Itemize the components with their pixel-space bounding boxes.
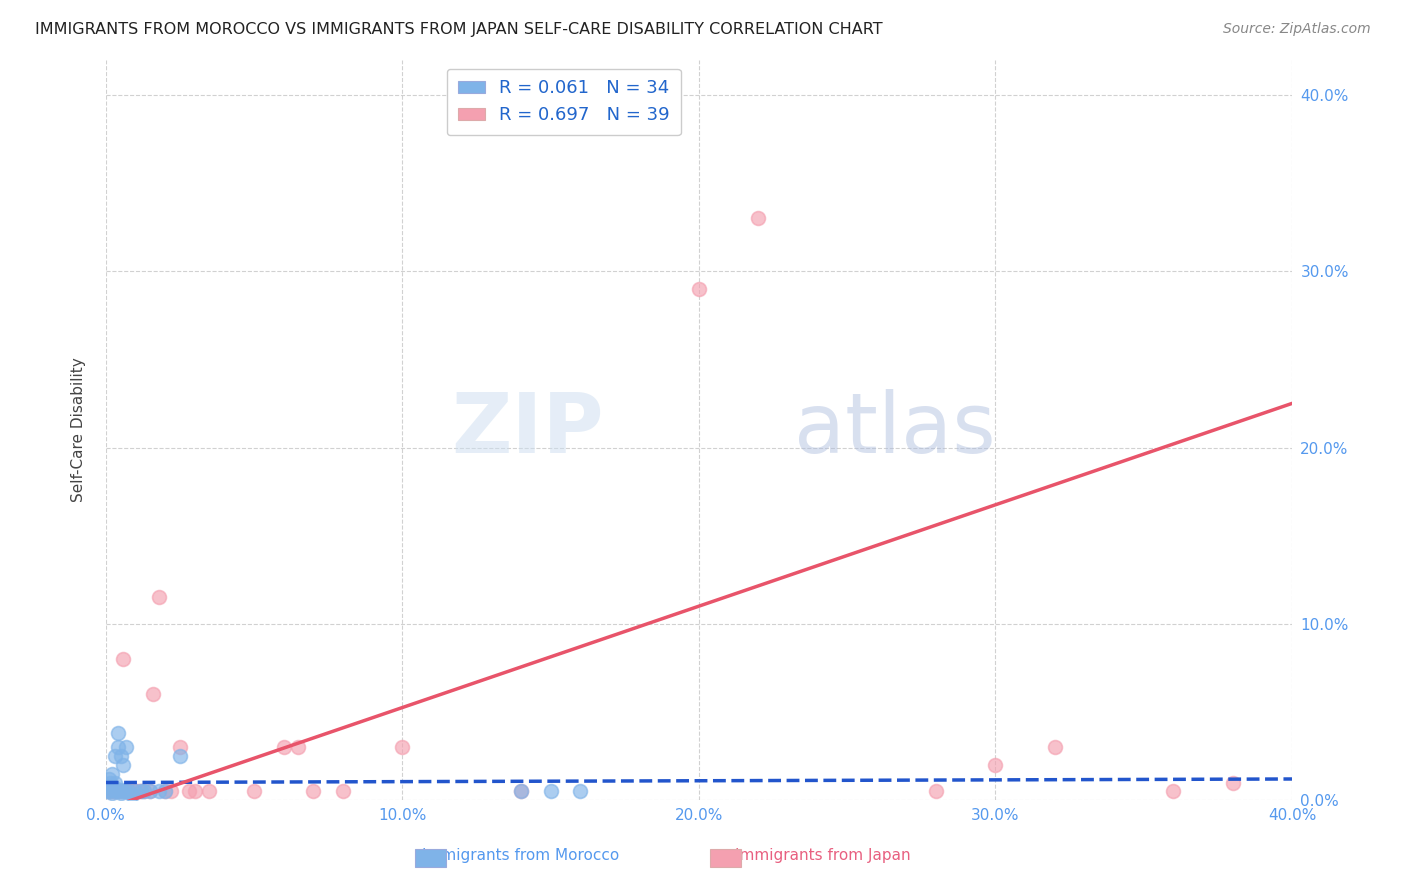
Point bbox=[183, 784, 205, 798]
Point bbox=[984, 757, 1007, 772]
Point bbox=[110, 782, 132, 797]
Point bbox=[129, 784, 152, 798]
Point bbox=[110, 749, 132, 764]
Text: atlas: atlas bbox=[794, 390, 995, 470]
Point bbox=[115, 784, 138, 798]
Point bbox=[925, 784, 948, 798]
Point bbox=[134, 784, 156, 798]
Point bbox=[391, 740, 413, 755]
Point bbox=[302, 784, 325, 798]
Point bbox=[198, 784, 221, 798]
Point bbox=[169, 740, 191, 755]
Point bbox=[121, 784, 143, 798]
Point bbox=[97, 779, 120, 793]
Point bbox=[127, 784, 149, 798]
Point bbox=[107, 784, 129, 798]
Point bbox=[153, 784, 176, 798]
Legend: R = 0.061   N = 34, R = 0.697   N = 39: R = 0.061 N = 34, R = 0.697 N = 39 bbox=[447, 69, 681, 136]
Point bbox=[177, 784, 200, 798]
Point bbox=[243, 784, 266, 798]
Point bbox=[103, 749, 125, 764]
Point bbox=[118, 784, 141, 798]
Point bbox=[124, 784, 146, 798]
Point bbox=[103, 784, 125, 798]
Point bbox=[112, 757, 135, 772]
Point bbox=[96, 784, 118, 798]
Point bbox=[160, 784, 183, 798]
Point bbox=[115, 784, 138, 798]
Point bbox=[100, 766, 122, 780]
Point bbox=[1163, 784, 1185, 798]
Point bbox=[100, 780, 122, 795]
Text: Immigrants from Japan: Immigrants from Japan bbox=[735, 848, 910, 863]
Point bbox=[509, 784, 531, 798]
Point bbox=[103, 784, 125, 798]
Point bbox=[97, 784, 120, 798]
Point bbox=[153, 784, 176, 798]
Point bbox=[110, 784, 132, 798]
Point bbox=[112, 652, 135, 666]
Point bbox=[139, 784, 162, 798]
Point bbox=[97, 772, 120, 786]
Point bbox=[100, 786, 122, 800]
Point bbox=[1043, 740, 1066, 755]
Y-axis label: Self-Care Disability: Self-Care Disability bbox=[72, 358, 86, 502]
Point bbox=[332, 784, 354, 798]
Point bbox=[103, 784, 125, 798]
Text: Source: ZipAtlas.com: Source: ZipAtlas.com bbox=[1223, 22, 1371, 37]
Point bbox=[97, 784, 120, 798]
Point bbox=[115, 784, 138, 798]
Point bbox=[142, 687, 165, 701]
Point bbox=[107, 740, 129, 755]
Point bbox=[103, 775, 125, 789]
Point bbox=[110, 786, 132, 800]
Point bbox=[124, 784, 146, 798]
Point bbox=[169, 749, 191, 764]
Point bbox=[509, 784, 531, 798]
Point bbox=[1222, 775, 1244, 789]
Point bbox=[118, 784, 141, 798]
Point bbox=[134, 784, 156, 798]
Point bbox=[107, 726, 129, 740]
Point bbox=[98, 775, 121, 789]
Point bbox=[98, 784, 121, 798]
Point bbox=[747, 211, 769, 226]
Point bbox=[112, 784, 135, 798]
Point bbox=[115, 740, 138, 755]
Point bbox=[540, 784, 562, 798]
Point bbox=[139, 784, 162, 798]
Point bbox=[688, 282, 710, 296]
Point bbox=[148, 784, 170, 798]
Point bbox=[129, 784, 152, 798]
Point bbox=[287, 740, 309, 755]
Point bbox=[103, 780, 125, 795]
Point bbox=[100, 784, 122, 798]
Text: ZIP: ZIP bbox=[451, 390, 605, 470]
Point bbox=[121, 788, 143, 802]
Text: Immigrants from Morocco: Immigrants from Morocco bbox=[422, 848, 619, 863]
Text: IMMIGRANTS FROM MOROCCO VS IMMIGRANTS FROM JAPAN SELF-CARE DISABILITY CORRELATIO: IMMIGRANTS FROM MOROCCO VS IMMIGRANTS FR… bbox=[35, 22, 883, 37]
Point bbox=[107, 784, 129, 798]
Point bbox=[569, 784, 592, 798]
Point bbox=[148, 591, 170, 605]
Point bbox=[273, 740, 295, 755]
